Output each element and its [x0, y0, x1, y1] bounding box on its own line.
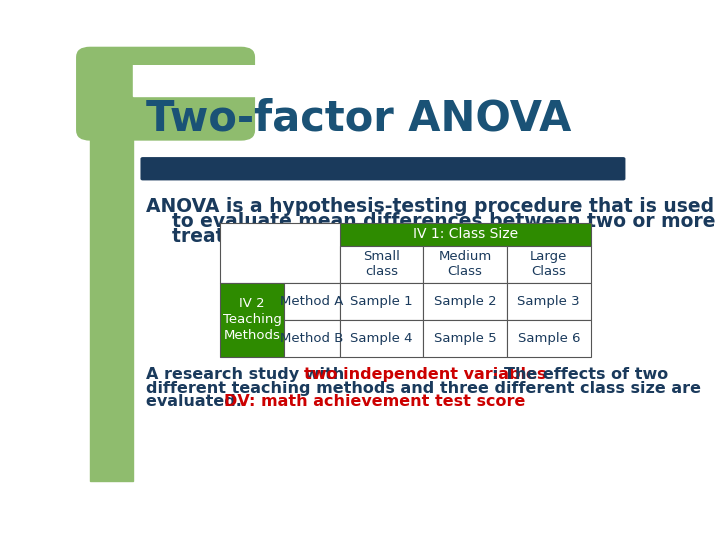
Bar — [507, 283, 590, 320]
Bar — [507, 246, 590, 283]
FancyBboxPatch shape — [76, 46, 255, 140]
Text: : The effects of two: : The effects of two — [492, 367, 668, 382]
Text: Method A: Method A — [280, 295, 343, 308]
Text: IV 1: Class Size: IV 1: Class Size — [413, 227, 518, 241]
Text: A research study with: A research study with — [145, 367, 350, 382]
Bar — [340, 320, 423, 356]
Text: Method B: Method B — [280, 332, 343, 345]
Text: DV: math achievement test score: DV: math achievement test score — [225, 394, 526, 409]
Text: two independent variables: two independent variables — [304, 367, 546, 382]
Text: treatments (or populations): treatments (or populations) — [145, 226, 467, 246]
Text: Two-factor ANOVA: Two-factor ANOVA — [145, 98, 571, 140]
Text: evaluated.: evaluated. — [145, 394, 247, 409]
Bar — [284, 283, 340, 320]
Bar — [340, 283, 423, 320]
Bar — [284, 320, 340, 356]
Bar — [423, 283, 507, 320]
Text: Sample 1: Sample 1 — [350, 295, 413, 308]
Bar — [220, 283, 284, 356]
Text: Sample 4: Sample 4 — [350, 332, 413, 345]
Bar — [507, 320, 590, 356]
Text: Sample 6: Sample 6 — [518, 332, 580, 345]
Bar — [423, 246, 507, 283]
Text: ANOVA is a hypothesis-testing procedure that is used: ANOVA is a hypothesis-testing procedure … — [145, 197, 714, 216]
Text: different teaching methods and three different class size are: different teaching methods and three dif… — [145, 381, 701, 395]
Text: IV 2
Teaching
Methods: IV 2 Teaching Methods — [222, 297, 282, 342]
Text: Sample 3: Sample 3 — [518, 295, 580, 308]
Text: Sample 2: Sample 2 — [433, 295, 496, 308]
Bar — [423, 320, 507, 356]
Bar — [340, 222, 590, 246]
Bar — [132, 61, 690, 96]
Bar — [340, 246, 423, 283]
Text: Small
class: Small class — [363, 250, 400, 278]
Text: Sample 5: Sample 5 — [433, 332, 496, 345]
Bar — [90, 65, 132, 481]
FancyBboxPatch shape — [140, 157, 626, 180]
Text: to evaluate mean differences between two or more: to evaluate mean differences between two… — [145, 212, 715, 231]
Text: Large
Class: Large Class — [530, 250, 567, 278]
Bar — [220, 222, 340, 283]
Text: Medium
Class: Medium Class — [438, 250, 492, 278]
